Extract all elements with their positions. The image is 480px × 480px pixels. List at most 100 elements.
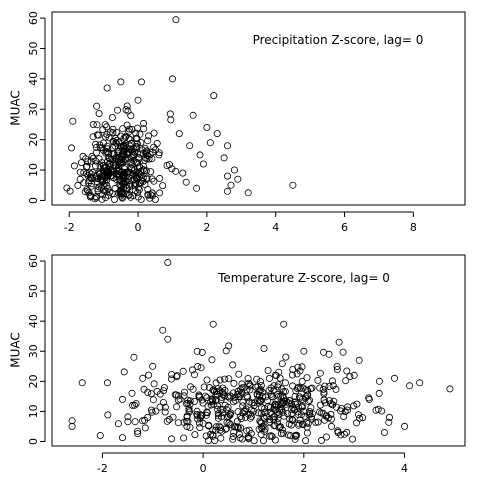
data-point [229, 398, 237, 406]
data-point [260, 344, 268, 352]
data-point [314, 418, 322, 426]
data-point [278, 360, 286, 368]
data-point [375, 389, 383, 397]
data-point [280, 412, 288, 420]
data-point [291, 398, 299, 406]
data-point [213, 130, 221, 138]
data-point [114, 163, 122, 171]
data-point [244, 189, 252, 197]
data-point [80, 169, 88, 177]
data-point [116, 187, 124, 195]
data-point [246, 410, 254, 418]
data-point [254, 409, 262, 417]
data-point [125, 135, 133, 143]
data-point [167, 116, 175, 124]
data-point [134, 96, 142, 104]
data-point [354, 411, 362, 419]
data-point [111, 184, 119, 192]
data-point [293, 400, 301, 408]
data-point [385, 418, 393, 426]
data-point [111, 195, 119, 203]
data-point [78, 159, 86, 167]
data-point [146, 150, 154, 158]
data-point [191, 431, 199, 439]
data-point [316, 408, 324, 416]
data-point [215, 422, 223, 430]
data-point [380, 428, 388, 436]
data-point [103, 84, 111, 92]
data-point [68, 422, 76, 430]
data-point [168, 165, 176, 173]
data-point [289, 416, 297, 424]
data-point [298, 363, 306, 371]
data-point [316, 369, 324, 377]
data-point [163, 417, 171, 425]
x-axis: -2 0 2 4 6 8 [64, 211, 417, 234]
data-point [274, 383, 282, 391]
data-point [91, 175, 99, 183]
data-point [127, 164, 135, 172]
x-tick-label: 2 [203, 221, 210, 234]
data-point [348, 435, 356, 443]
data-point [217, 396, 225, 404]
data-point [296, 394, 304, 402]
data-point [167, 375, 175, 383]
data-point [173, 403, 181, 411]
data-point [293, 384, 301, 392]
data-point [294, 410, 302, 418]
data-point [303, 374, 311, 382]
data-point [208, 356, 216, 364]
data-point [287, 405, 295, 413]
data-point [265, 386, 273, 394]
data-point [286, 415, 294, 423]
data-point [117, 156, 125, 164]
data-point [114, 420, 122, 428]
panel-annotation: Temperature Z-score, lag= 0 [217, 271, 390, 285]
data-point [69, 117, 77, 125]
data-point [100, 139, 108, 147]
data-point [229, 361, 237, 369]
data-point [164, 258, 172, 266]
y-tick-label: 10 [27, 404, 40, 418]
data-point [125, 125, 133, 133]
data-point [103, 123, 111, 131]
data-point [169, 413, 177, 421]
data-point [139, 149, 147, 157]
data-point [174, 396, 182, 404]
data-point [225, 375, 233, 383]
data-point [291, 435, 299, 443]
data-point [275, 368, 283, 376]
data-point [132, 129, 140, 137]
y-tick-label: 30 [27, 344, 40, 358]
data-point [266, 415, 274, 423]
data-point [257, 419, 265, 427]
y-tick-label: 40 [27, 72, 40, 86]
data-point [250, 437, 258, 445]
data-point [144, 137, 152, 145]
data-point [147, 390, 155, 398]
data-point [239, 402, 247, 410]
data-point [130, 167, 138, 175]
data-point [124, 418, 132, 426]
data-point [175, 130, 183, 138]
data-point [149, 362, 157, 370]
data-point [135, 186, 143, 194]
data-point [168, 370, 176, 378]
data-point [196, 393, 204, 401]
data-point [236, 413, 244, 421]
data-point [188, 366, 196, 374]
y-tick-label: 0 [27, 438, 40, 445]
data-point [210, 92, 218, 100]
data-point [246, 398, 254, 406]
data-point [198, 348, 206, 356]
data-point [276, 423, 284, 431]
data-point [168, 75, 176, 83]
data-point [68, 417, 76, 425]
data-point [148, 155, 156, 163]
data-point [203, 376, 211, 384]
data-point [93, 102, 101, 110]
data-point [185, 406, 193, 414]
data-point [144, 191, 152, 199]
data-point [352, 419, 360, 427]
data-point [161, 403, 169, 411]
